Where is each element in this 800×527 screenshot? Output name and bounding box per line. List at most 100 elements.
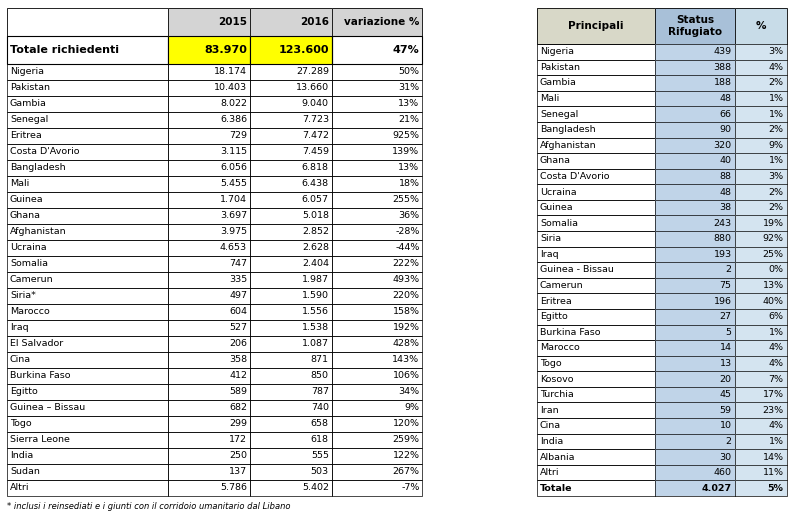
Text: 1%: 1% [769,437,783,446]
Bar [332,8,422,36]
Text: Principali: Principali [568,21,624,31]
Text: 6.438: 6.438 [302,180,329,189]
Text: Cina: Cina [10,356,31,365]
Text: Iraq: Iraq [10,324,29,333]
Bar [7,384,168,400]
Bar [537,372,655,387]
Text: 4.653: 4.653 [220,243,247,252]
Text: 320: 320 [714,141,731,150]
Text: 25%: 25% [762,250,783,259]
Bar [250,448,332,464]
Bar [250,144,332,160]
Bar [655,153,734,169]
Text: 497: 497 [229,291,247,300]
Bar [332,208,422,224]
Bar [537,325,655,340]
Bar [537,309,655,325]
Text: 682: 682 [229,404,247,413]
Text: 2%: 2% [769,79,783,87]
Text: 880: 880 [714,235,731,243]
Bar [168,304,250,320]
Bar [655,216,734,231]
Text: Status
Rifugiato: Status Rifugiato [668,15,722,37]
Bar [655,372,734,387]
Bar [655,200,734,216]
Bar [734,309,786,325]
Text: 48: 48 [719,188,731,197]
Bar [250,272,332,288]
Bar [250,36,332,64]
Bar [655,434,734,449]
Bar [7,480,168,496]
Text: 34%: 34% [398,387,419,396]
Bar [734,44,786,60]
Bar [7,464,168,480]
Bar [655,294,734,309]
Bar [250,36,332,64]
Bar [734,372,786,387]
Text: Turchia: Turchia [540,390,574,399]
Text: 13%: 13% [398,100,419,109]
Bar [655,309,734,325]
Bar [332,160,422,176]
Bar [250,96,332,112]
Bar [168,400,250,416]
Bar [734,169,786,184]
Bar [537,356,655,372]
Text: 5.018: 5.018 [302,211,329,220]
Text: 50%: 50% [398,67,419,76]
Bar [7,128,168,144]
Text: Eritrea: Eritrea [540,297,572,306]
Text: 358: 358 [229,356,247,365]
Text: 120%: 120% [393,419,419,428]
Bar [655,449,734,465]
Text: 493%: 493% [392,276,419,285]
Text: 4%: 4% [769,359,783,368]
Bar [250,192,332,208]
Bar [168,176,250,192]
Bar [250,320,332,336]
Bar [734,60,786,75]
Text: 31%: 31% [398,83,419,93]
Bar [537,60,655,75]
Text: 6.057: 6.057 [302,196,329,204]
Bar [734,278,786,294]
Text: 27: 27 [719,313,731,321]
Bar [250,176,332,192]
Text: 27.289: 27.289 [296,67,329,76]
Bar [332,240,422,256]
Text: 428%: 428% [393,339,419,348]
Text: 618: 618 [311,435,329,444]
Bar [250,304,332,320]
Bar [734,106,786,122]
Text: 335: 335 [229,276,247,285]
Bar [250,384,332,400]
Text: 83.970: 83.970 [204,45,247,55]
Bar [734,91,786,106]
Bar [250,416,332,432]
Text: 604: 604 [229,307,247,317]
Text: 222%: 222% [393,259,419,268]
Bar [655,387,734,403]
Bar [7,96,168,112]
Bar [734,138,786,153]
Bar [332,176,422,192]
Text: 243: 243 [714,219,731,228]
Bar [734,418,786,434]
Bar [250,8,332,36]
Bar [734,200,786,216]
Text: Sierra Leone: Sierra Leone [10,435,70,444]
Text: Togo: Togo [10,419,32,428]
Bar [168,432,250,448]
Bar [655,481,734,496]
Text: 2: 2 [726,266,731,275]
Bar [537,122,655,138]
Text: 13.660: 13.660 [296,83,329,93]
Text: 38: 38 [719,203,731,212]
Text: 36%: 36% [398,211,419,220]
Bar [250,208,332,224]
Text: Siria: Siria [540,235,561,243]
Text: 2.852: 2.852 [302,228,329,237]
Bar [168,416,250,432]
Bar [168,8,250,36]
